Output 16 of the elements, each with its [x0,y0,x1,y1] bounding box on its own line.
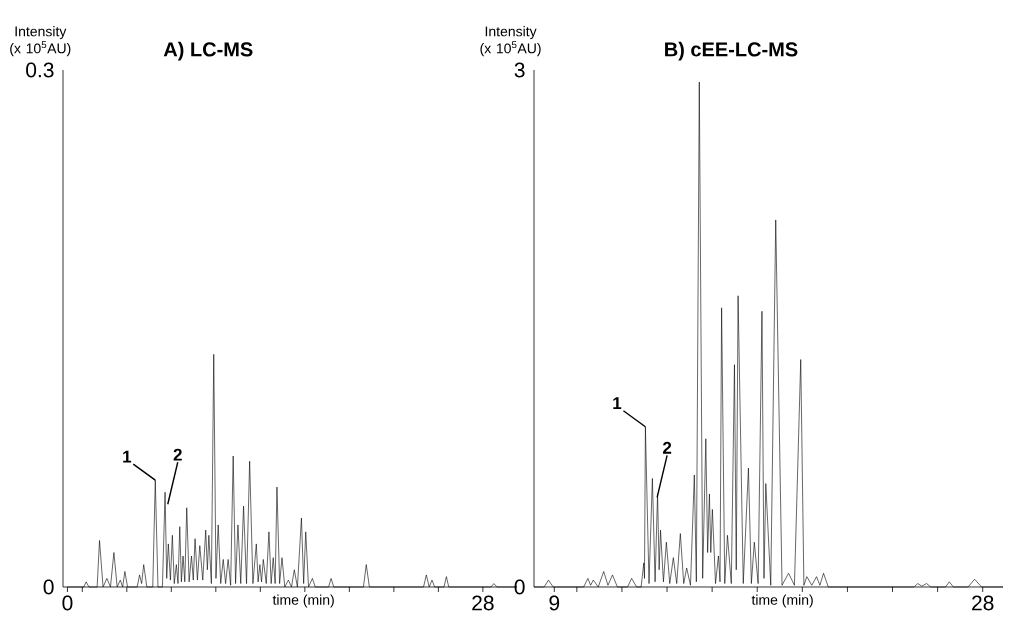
chart-title: B) cEE-LC-MS [665,41,798,61]
annotation: 2 [662,441,672,454]
x-axis-title: time (min) [272,594,334,608]
annotation: 1 [613,397,622,410]
y-tick-label: 3 [514,62,525,78]
chart-title: A) LC-MS [163,41,253,61]
y-tick-label: 0.3 [26,62,54,78]
annotation: 1 [123,450,132,463]
x-axis-title: time (min) [751,594,813,608]
y-axis-title: Intensity (x 10$^{5}$AU) [480,26,541,57]
y-axis-title: Intensity (x 10$^{5}$AU) [10,26,71,57]
x-tick-label: 28 [972,595,994,611]
x-tick-label: 0 [62,595,73,611]
x-tick-label: 28 [472,595,494,611]
x-tick-label: 9 [549,595,560,611]
annotation: 2 [173,448,182,461]
